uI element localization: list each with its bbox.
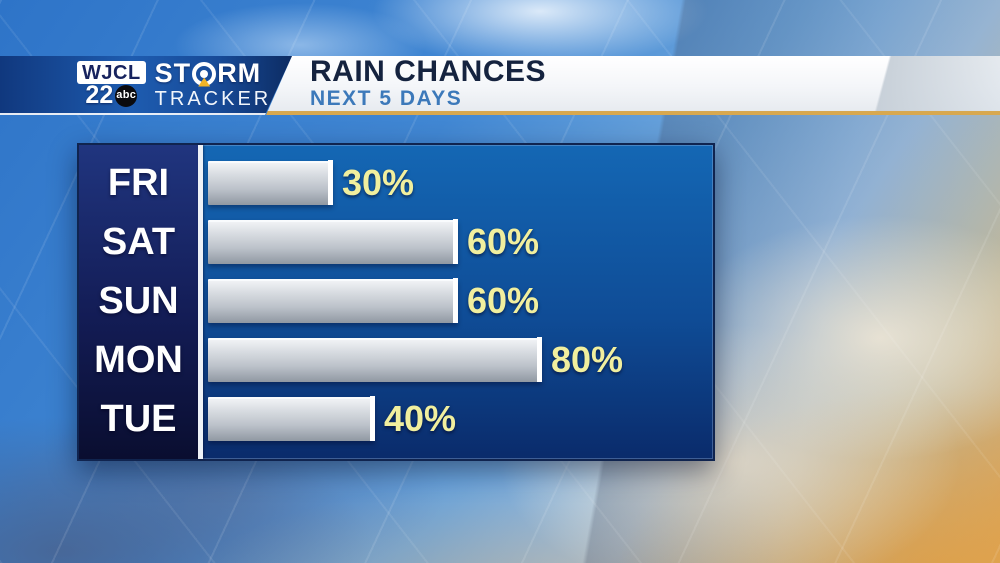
brand-text-tracker: TRACKER [154,88,272,110]
chart-axis-line [198,145,203,459]
header-bar: RAIN CHANCES NEXT 5 DAYS WJCL 22 abc ST [0,56,1000,115]
page-title: RAIN CHANCES [310,54,547,88]
chart-row-mon: MON 80% [79,337,713,382]
network-badge: abc [115,84,138,107]
day-label: FRI [107,161,170,204]
day-label-column [79,145,198,459]
chart-row-sun: SUN 60% [79,278,713,323]
value-label: 80% [551,339,624,380]
chart-row-tue: TUE 40% [79,396,713,441]
value-label: 60% [467,280,540,321]
bar-sun [208,278,458,323]
brand-text-rm: RM [217,58,262,88]
radar-icon [192,61,217,87]
value-label: 40% [384,398,457,439]
value-label: 60% [467,221,540,262]
day-label: TUE [100,397,177,440]
title-banner: RAIN CHANCES NEXT 5 DAYS [266,54,1000,115]
station-logo-bar: WJCL 22 abc ST RM TRACKER [0,56,292,115]
value-label: 30% [342,162,415,203]
brand-text-st: ST [154,58,192,88]
chart-row-sat: SAT 60% [79,219,713,264]
page-subtitle: NEXT 5 DAYS [310,86,463,110]
call-letters: WJCL [77,61,146,84]
bar-fri [208,160,333,205]
chart-rows: FRI 30% SAT 60% SUN 60% MON 80% TUE 40% [79,160,713,456]
chart-row-fri: FRI 30% [79,160,713,205]
bar-sat [208,219,458,264]
day-label: MON [94,338,183,381]
day-label: SUN [98,279,179,322]
bar-tue [208,396,375,441]
rain-chances-chart: FRI 30% SAT 60% SUN 60% MON 80% TUE 40% [77,143,715,461]
station-logo: WJCL 22 abc [77,61,146,108]
bar-mon [208,337,542,382]
day-label: SAT [101,220,176,263]
channel-number: 22 [85,81,114,109]
storm-tracker-brand: ST RM TRACKER [154,58,272,110]
